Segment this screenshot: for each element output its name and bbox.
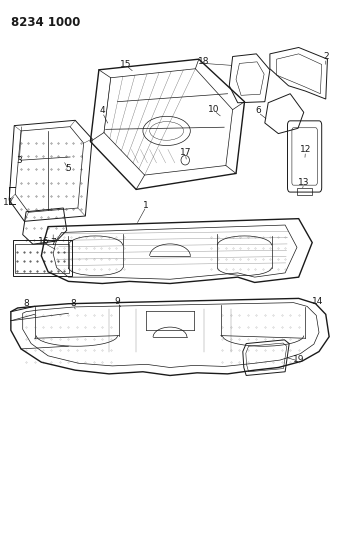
Text: 14: 14 bbox=[311, 296, 323, 305]
Text: 10: 10 bbox=[208, 105, 220, 114]
Text: 13: 13 bbox=[298, 178, 309, 187]
Text: 6: 6 bbox=[255, 106, 261, 115]
Bar bbox=[13, 240, 72, 276]
Text: 11: 11 bbox=[3, 198, 15, 207]
Text: 19: 19 bbox=[293, 355, 304, 364]
Text: 2: 2 bbox=[323, 52, 328, 61]
Text: 16: 16 bbox=[38, 237, 50, 246]
Text: 3: 3 bbox=[16, 156, 22, 165]
Text: 8234 1000: 8234 1000 bbox=[11, 15, 80, 29]
Text: 8: 8 bbox=[23, 299, 29, 308]
Text: 1: 1 bbox=[143, 201, 149, 210]
Text: 9: 9 bbox=[115, 296, 120, 305]
Text: 4: 4 bbox=[100, 106, 105, 115]
Text: 5: 5 bbox=[66, 164, 71, 173]
Bar bbox=[15, 244, 69, 273]
Text: 17: 17 bbox=[180, 148, 191, 157]
Text: 12: 12 bbox=[300, 145, 311, 154]
Text: 8: 8 bbox=[71, 299, 76, 308]
Text: 18: 18 bbox=[198, 58, 210, 66]
Bar bbox=[297, 188, 312, 195]
Text: 7: 7 bbox=[50, 238, 56, 247]
Text: 15: 15 bbox=[120, 60, 132, 69]
